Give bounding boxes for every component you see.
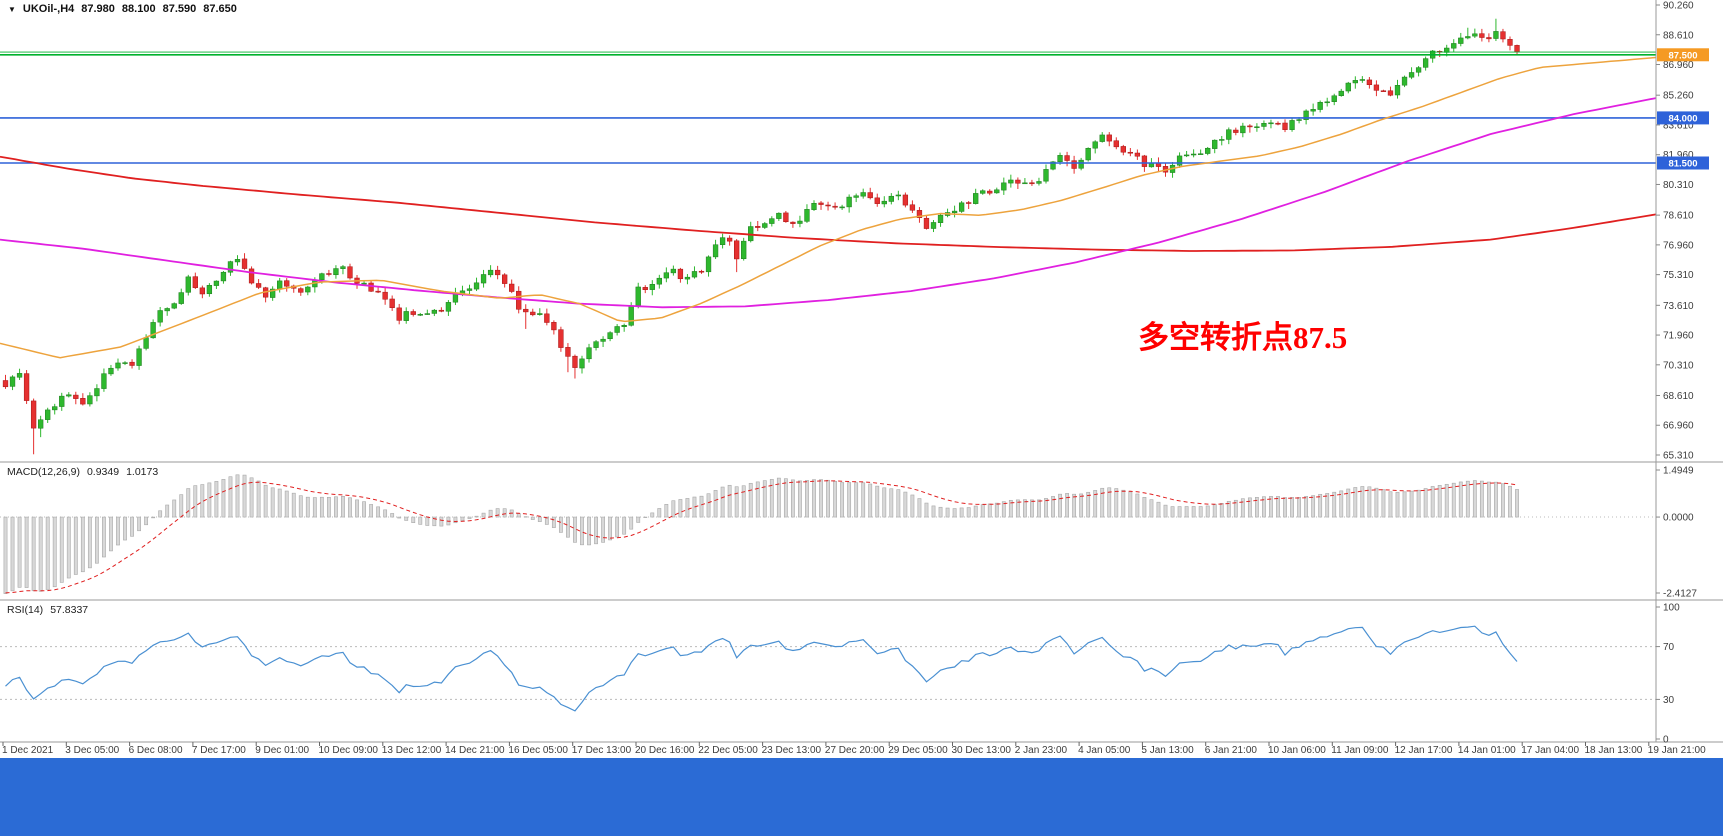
ma-fast-orange bbox=[0, 56, 1657, 359]
price-axis[interactable]: 90.260 88.610 86.960 85.260 83.610 81.960 80.3… bbox=[1656, 1, 1694, 462]
time-axis-label: 30 Dec 13:00 bbox=[952, 745, 1012, 756]
macd-pane bbox=[0, 474, 1656, 594]
time-axis-label: 6 Dec 08:00 bbox=[129, 745, 183, 756]
bottom-bar bbox=[0, 758, 1723, 836]
macd-indicator-label: MACD(12,26,9) 0.9349 1.0173 bbox=[7, 466, 158, 478]
macd-main-value: 0.9349 bbox=[86, 466, 120, 478]
ohlc-close-value: 87.650 bbox=[203, 3, 237, 15]
time-axis-label: 10 Jan 06:00 bbox=[1268, 745, 1326, 756]
price-axis-label: 85.260 bbox=[1663, 91, 1694, 102]
symbol-timeframe-label: UKOil-,H4 bbox=[22, 3, 75, 15]
rsi-indicator-label: RSI(14) 57.8337 bbox=[7, 604, 88, 616]
rsi-axis-label: 100 bbox=[1663, 603, 1680, 614]
ma-medium-magenta bbox=[0, 97, 1657, 309]
rsi-axis-label: 0 bbox=[1663, 735, 1669, 746]
symbol-dropdown-icon[interactable]: ▼ bbox=[8, 4, 16, 14]
time-axis-label: 16 Dec 05:00 bbox=[508, 745, 568, 756]
rsi-axis-label: 70 bbox=[1663, 642, 1675, 653]
rsi-pane bbox=[0, 625, 1656, 712]
macd-title: MACD(12,26,9) bbox=[7, 466, 80, 478]
rsi-axis-label: 30 bbox=[1663, 695, 1675, 706]
price-axis-label: 75.310 bbox=[1663, 270, 1694, 281]
hline-tag-84.000: 84.000 bbox=[1657, 111, 1709, 125]
macd-axis-label: 1.4949 bbox=[1663, 466, 1694, 477]
time-axis-label: 17 Jan 04:00 bbox=[1521, 745, 1579, 756]
price-axis-label: 88.610 bbox=[1663, 30, 1694, 41]
macd-signal-line bbox=[5, 480, 1518, 594]
price-axis-label: 71.960 bbox=[1663, 331, 1694, 342]
price-axis-label: 68.610 bbox=[1663, 391, 1694, 402]
time-axis-label: 14 Dec 21:00 bbox=[445, 745, 505, 756]
time-axis-label: 10 Dec 09:00 bbox=[319, 745, 379, 756]
time-axis-label: 7 Dec 17:00 bbox=[192, 745, 246, 756]
hline-tag-87.500: 87.500 bbox=[1657, 48, 1709, 62]
svg-text:84.000: 84.000 bbox=[1668, 113, 1697, 124]
moving-averages-layer bbox=[0, 56, 1657, 359]
time-axis-label: 14 Jan 01:00 bbox=[1458, 745, 1516, 756]
svg-text:81.500: 81.500 bbox=[1668, 158, 1697, 169]
time-axis-label: 19 Jan 21:00 bbox=[1648, 745, 1706, 756]
time-axis-label: 12 Jan 17:00 bbox=[1395, 745, 1453, 756]
price-axis-label: 76.960 bbox=[1663, 240, 1694, 251]
price-axis-label: 80.310 bbox=[1663, 180, 1694, 191]
time-axis-label: 13 Dec 12:00 bbox=[382, 745, 442, 756]
price-axis-label: 86.960 bbox=[1663, 60, 1694, 71]
chart-annotation-text: 多空转折点87.5 bbox=[1138, 320, 1348, 355]
price-axis-label: 78.610 bbox=[1663, 211, 1694, 222]
time-axis[interactable]: 1 Dec 2021 3 Dec 05:00 6 Dec 08:00 7 Dec 17… bbox=[2, 742, 1706, 756]
time-axis-label: 2 Jan 23:00 bbox=[1015, 745, 1068, 756]
pane-dividers bbox=[0, 0, 1723, 743]
time-axis-label: 23 Dec 13:00 bbox=[762, 745, 822, 756]
indicator-axes[interactable]: 1.4949 0.0000 -2.4127 100 70 30 0 bbox=[1656, 466, 1697, 746]
price-axis-label: 70.310 bbox=[1663, 360, 1694, 371]
price-axis-label: 81.960 bbox=[1663, 150, 1694, 161]
time-axis-label: 29 Dec 05:00 bbox=[888, 745, 948, 756]
ohlc-open-value: 87.980 bbox=[81, 3, 115, 15]
ma-slow-red bbox=[0, 155, 1657, 252]
price-axis-label: 73.610 bbox=[1663, 301, 1694, 312]
price-axis-label: 66.960 bbox=[1663, 421, 1694, 432]
svg-text:87.500: 87.500 bbox=[1668, 50, 1697, 61]
rsi-value: 57.8337 bbox=[50, 604, 89, 616]
time-axis-label: 5 Jan 13:00 bbox=[1141, 745, 1194, 756]
macd-axis-label: -2.4127 bbox=[1663, 589, 1697, 600]
time-axis-label: 22 Dec 05:00 bbox=[698, 745, 758, 756]
time-axis-label: 4 Jan 05:00 bbox=[1078, 745, 1131, 756]
price-axis-label: 83.610 bbox=[1663, 120, 1694, 131]
time-axis-label: 3 Dec 05:00 bbox=[65, 745, 119, 756]
time-axis-label: 17 Dec 13:00 bbox=[572, 745, 632, 756]
chart-canvas[interactable]: 90.260 88.610 86.960 85.260 83.610 81.960 80.3… bbox=[0, 0, 1723, 758]
time-axis-label: 1 Dec 2021 bbox=[2, 745, 54, 756]
macd-axis-label: 0.0000 bbox=[1663, 513, 1694, 524]
chart-header: ▼ UKOil-,H4 87.980 88.100 87.590 87.650 bbox=[8, 3, 237, 15]
time-axis-label: 20 Dec 16:00 bbox=[635, 745, 695, 756]
rsi-line bbox=[5, 625, 1518, 712]
time-axis-label: 9 Dec 01:00 bbox=[255, 745, 309, 756]
time-axis-label: 27 Dec 20:00 bbox=[825, 745, 885, 756]
ohlc-high-value: 88.100 bbox=[121, 3, 156, 15]
price-axis-label: 65.310 bbox=[1663, 451, 1694, 462]
time-axis-label: 11 Jan 09:00 bbox=[1331, 745, 1389, 756]
candles-layer bbox=[2, 18, 1520, 455]
time-axis-label: 6 Jan 21:00 bbox=[1205, 745, 1258, 756]
price-axis-label: 90.260 bbox=[1663, 1, 1694, 12]
rsi-title: RSI(14) bbox=[7, 604, 44, 616]
macd-signal-value: 1.0173 bbox=[126, 466, 159, 478]
time-axis-label: 18 Jan 13:00 bbox=[1585, 745, 1643, 756]
hline-tag-81.500: 81.500 bbox=[1657, 156, 1709, 170]
ohlc-low-value: 87.590 bbox=[162, 3, 197, 15]
